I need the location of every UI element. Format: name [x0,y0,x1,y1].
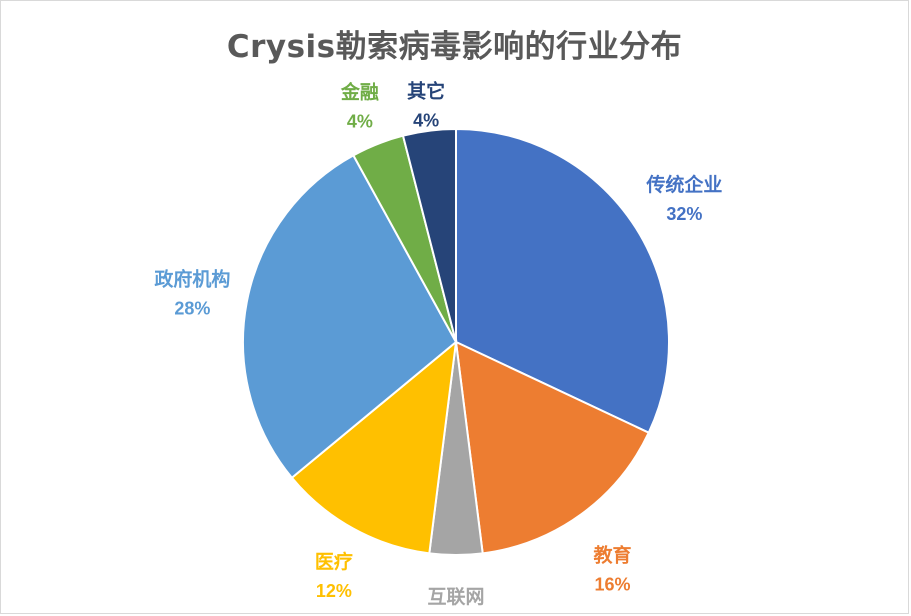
slice-label-name-5: 金融 [340,80,379,103]
chart-title: Crysis勒索病毒影响的行业分布 [226,29,683,65]
pie-slice-3 [290,339,458,555]
slice-label-name-3: 医疗 [315,550,353,573]
slice-label-value-0: 32% [666,204,702,224]
slice-label-name-0: 传统企业 [645,173,722,196]
slice-label-value-5: 4% [347,111,373,131]
pie-slice-0 [455,127,670,435]
slice-label-name-2: 互联网 [427,586,484,608]
pie-slice-6 [401,127,457,343]
slice-label-value-4: 28% [174,299,210,319]
pie-slices [242,127,670,556]
slice-label-name-4: 政府机构 [154,268,230,291]
pie-slice-4 [242,153,458,480]
slice-label-name-1: 教育 [593,543,631,566]
slice-label-value-3: 12% [316,581,352,601]
pie-slice-1 [454,340,651,555]
slice-label-name-6: 其它 [407,79,445,102]
slice-label-value-6: 4% [413,110,439,130]
slice-label-value-1: 16% [594,574,630,594]
